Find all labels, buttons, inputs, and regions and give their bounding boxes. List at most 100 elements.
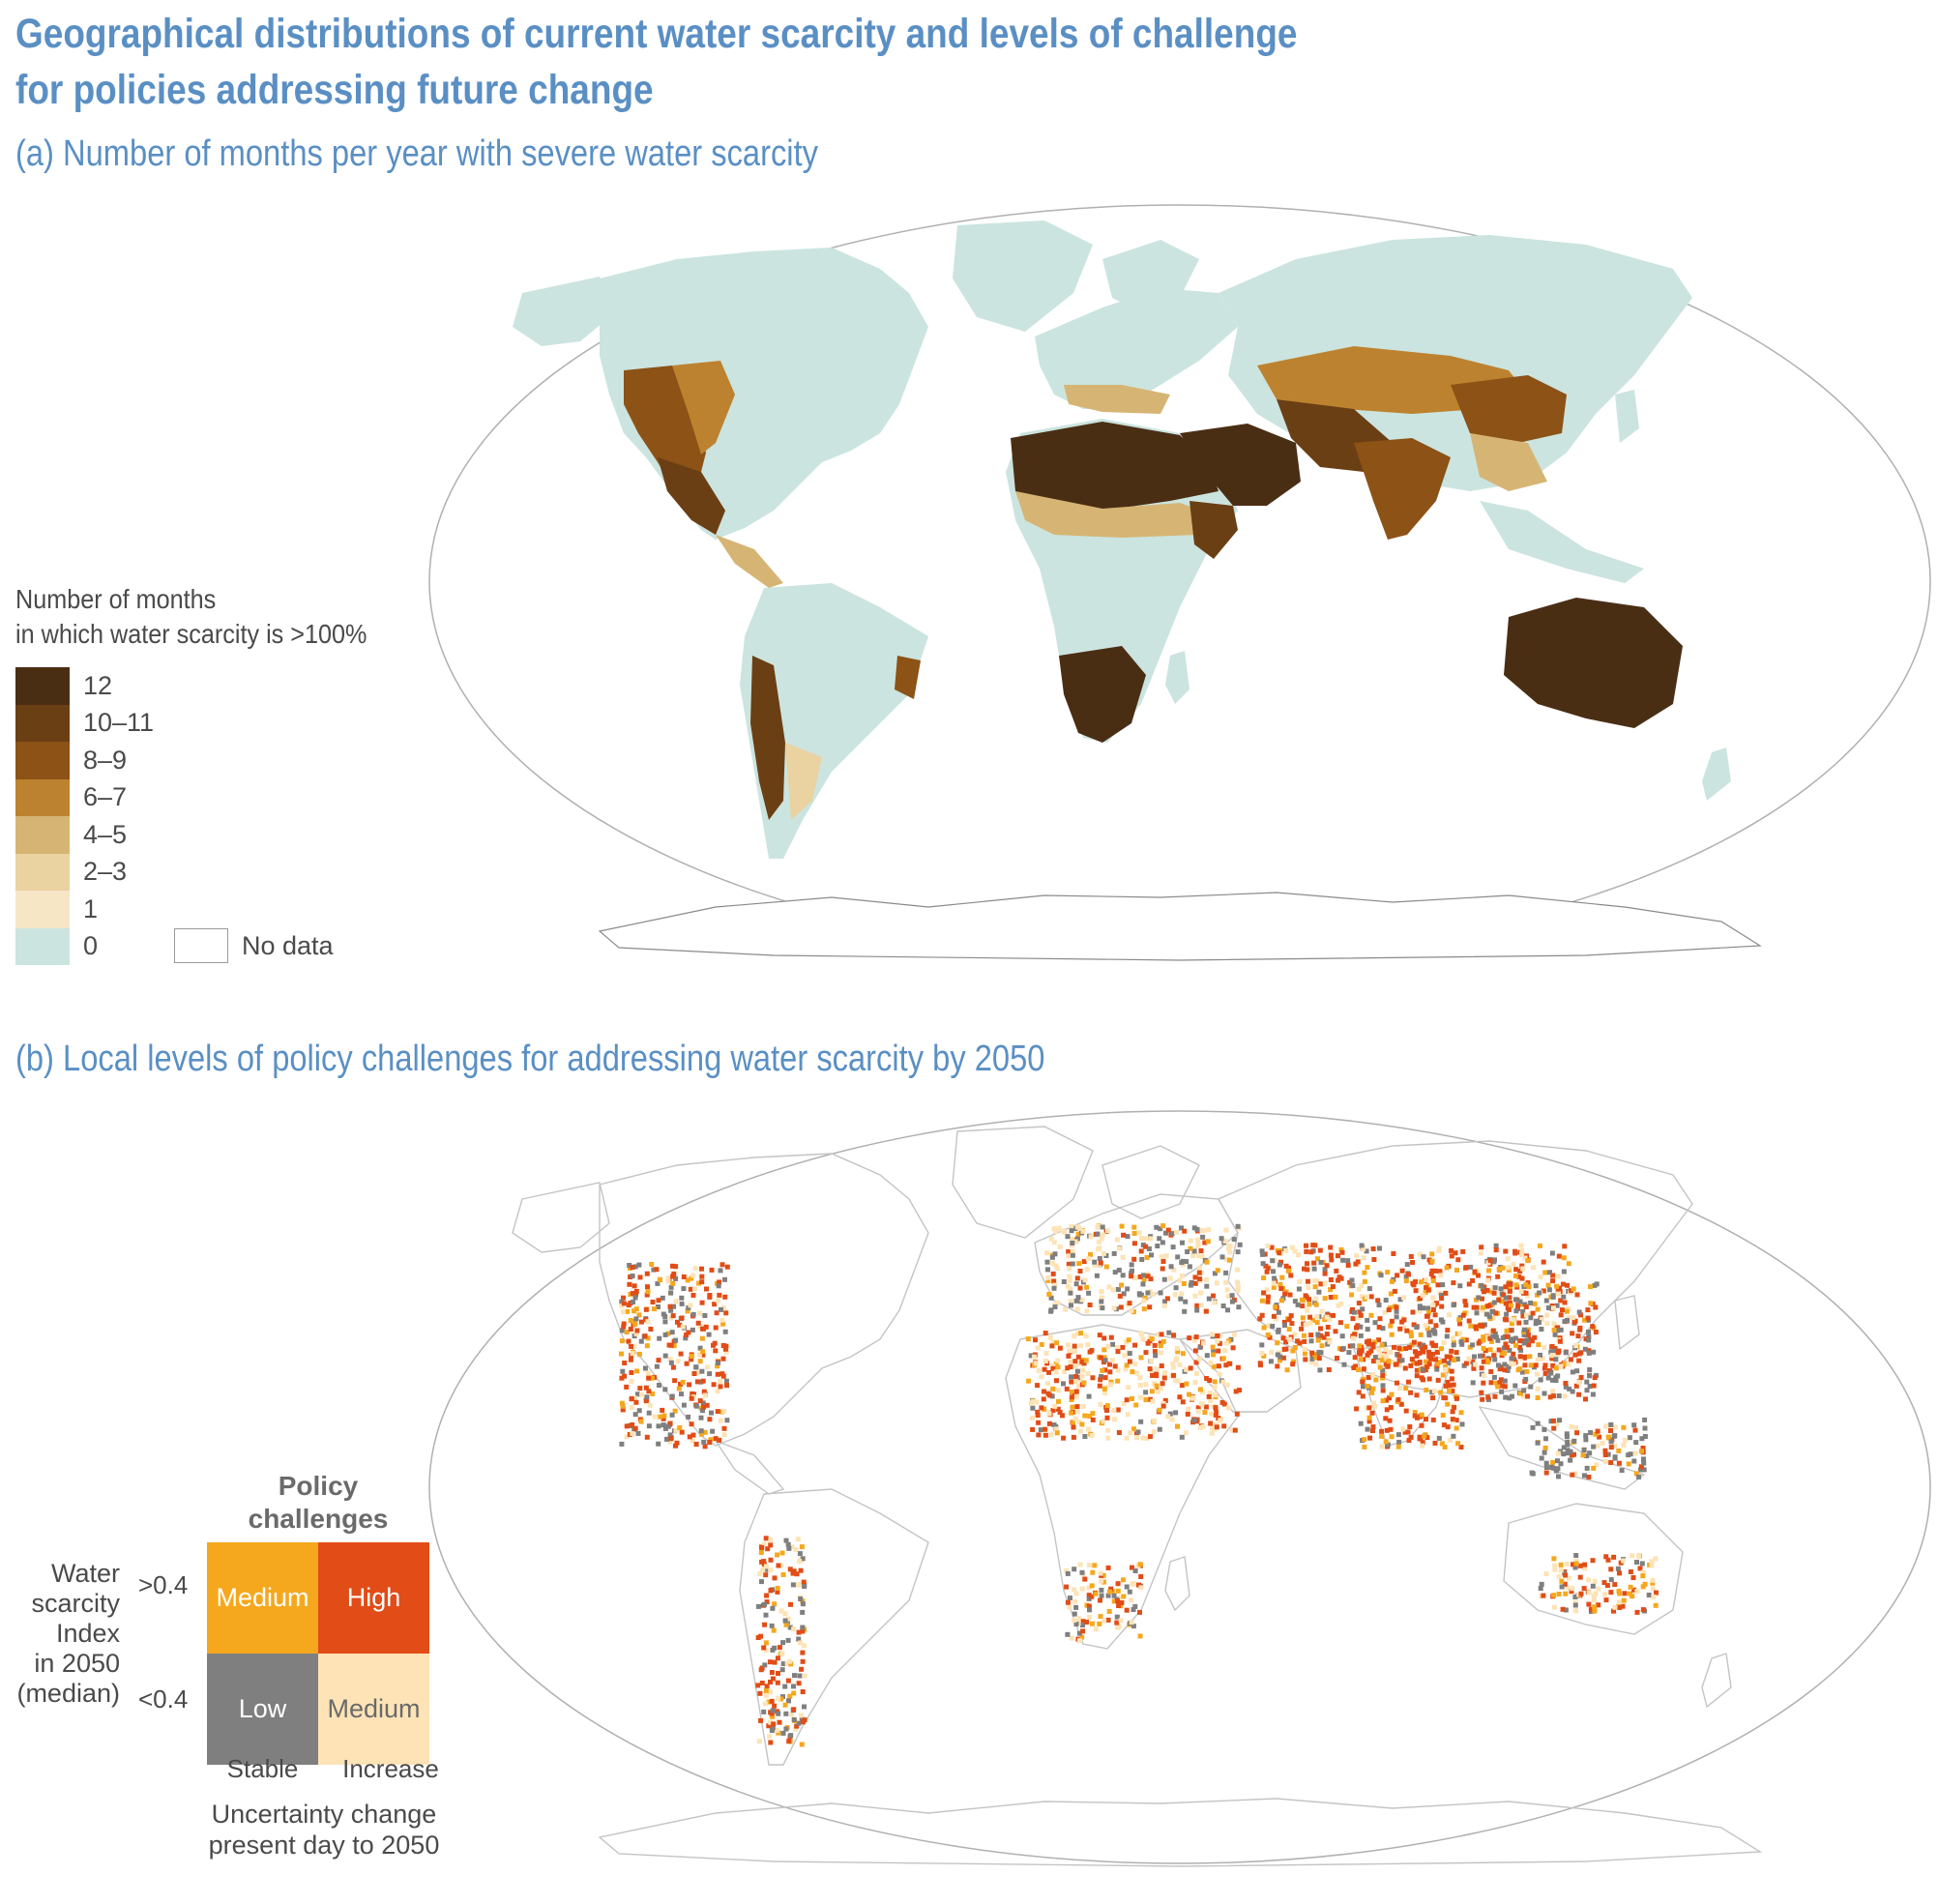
china-south [1470, 433, 1547, 491]
challenge-pixel [1077, 1285, 1083, 1291]
challenge-pixel [1054, 1378, 1059, 1384]
challenge-pixel [1110, 1341, 1116, 1347]
challenge-pixel [1099, 1587, 1104, 1593]
challenge-pixel [1143, 1382, 1149, 1388]
challenge-pixel [1397, 1386, 1403, 1391]
challenge-pixel [1090, 1411, 1096, 1417]
challenge-pixel [1187, 1335, 1192, 1341]
challenge-pixel [1511, 1262, 1516, 1267]
challenge-pixel [1392, 1288, 1397, 1294]
challenge-pixel [1583, 1396, 1588, 1402]
challenge-pixel [1508, 1303, 1513, 1308]
challenge-pixel [631, 1308, 637, 1314]
challenge-pixel [1340, 1257, 1346, 1263]
challenge-pixel [1105, 1565, 1111, 1570]
challenge-pixel [1050, 1365, 1056, 1371]
challenge-pixel [645, 1319, 651, 1325]
challenge-pixel [1101, 1572, 1106, 1578]
challenge-pixel [708, 1437, 714, 1443]
challenge-pixel [1214, 1280, 1219, 1286]
challenge-pixel [1414, 1361, 1420, 1366]
challenge-pixel [1479, 1282, 1484, 1288]
challenge-pixel [1213, 1412, 1219, 1418]
challenge-pixel [1219, 1399, 1225, 1405]
sahel [1015, 491, 1214, 538]
challenge-pixel [1065, 1234, 1071, 1240]
challenge-pixel [1573, 1561, 1579, 1567]
challenge-pixel [1119, 1600, 1125, 1605]
challenge-pixel [1487, 1258, 1493, 1264]
challenge-pixel [1524, 1293, 1530, 1299]
challenge-pixel [644, 1394, 650, 1400]
challenge-pixel [1121, 1291, 1127, 1297]
challenge-pixel [767, 1659, 773, 1665]
challenge-pixel [1087, 1414, 1093, 1419]
challenge-pixel [1184, 1381, 1189, 1387]
challenge-pixel [1079, 1586, 1085, 1592]
challenge-pixel [1169, 1231, 1175, 1237]
challenge-pixel [1046, 1411, 1052, 1417]
challenge-pixel [1303, 1357, 1308, 1362]
challenge-pixel [1523, 1290, 1529, 1296]
challenge-pixel [713, 1325, 719, 1331]
policy-challenges-map [428, 1110, 1931, 1867]
legend-a-label: 6–7 [83, 782, 128, 812]
challenge-pixel [771, 1721, 777, 1727]
challenge-pixel [1158, 1290, 1163, 1296]
challenge-pixel [1042, 1389, 1046, 1394]
challenge-pixel [756, 1739, 762, 1744]
challenge-pixel [1026, 1378, 1032, 1384]
challenge-pixel [661, 1413, 667, 1419]
challenge-pixel [1121, 1594, 1127, 1599]
challenge-pixel [1621, 1442, 1627, 1448]
challenge-pixel [1142, 1236, 1148, 1242]
challenge-pixel [1460, 1312, 1466, 1318]
challenge-pixel [627, 1432, 632, 1437]
challenge-pixel [1552, 1567, 1558, 1572]
challenge-pixel [1620, 1603, 1626, 1609]
challenge-pixel [1130, 1369, 1135, 1375]
challenge-pixel [1413, 1288, 1419, 1294]
challenge-pixel [1603, 1554, 1609, 1560]
challenge-pixel [1279, 1274, 1285, 1280]
challenge-pixel [1142, 1295, 1148, 1301]
challenge-pixel [1436, 1245, 1442, 1251]
challenge-pixel [1442, 1445, 1448, 1450]
challenge-pixel [1611, 1554, 1617, 1560]
challenge-pixel [1586, 1590, 1592, 1596]
challenge-pixel [1401, 1325, 1407, 1331]
challenge-pixel [631, 1343, 637, 1349]
challenge-pixel [672, 1378, 678, 1384]
challenge-pixel [1380, 1375, 1386, 1381]
challenge-pixel [718, 1268, 723, 1274]
challenge-pixel [1478, 1353, 1483, 1359]
challenge-pixel [1210, 1344, 1216, 1350]
challenge-pixel [1149, 1358, 1155, 1363]
challenge-pixel [1131, 1241, 1137, 1246]
challenge-pixel [1490, 1333, 1496, 1339]
challenge-pixel [1408, 1330, 1414, 1335]
challenge-pixel [1042, 1406, 1047, 1412]
challenge-pixel [707, 1417, 713, 1422]
challenge-pixel [1324, 1263, 1330, 1269]
challenge-pixel [1145, 1274, 1151, 1279]
challenge-pixel [1157, 1426, 1162, 1432]
challenge-pixel [1211, 1349, 1217, 1355]
challenge-pixel [667, 1421, 673, 1426]
challenge-pixel [1383, 1416, 1389, 1421]
challenge-pixel [1503, 1341, 1509, 1347]
challenge-pixel [1563, 1350, 1569, 1356]
challenge-pixel [1127, 1359, 1132, 1364]
challenge-pixel [1435, 1282, 1441, 1288]
challenge-pixel [1395, 1432, 1401, 1438]
challenge-pixel [1112, 1270, 1118, 1275]
challenge-pixel [1406, 1379, 1411, 1385]
challenge-pixel [1397, 1326, 1403, 1332]
challenge-pixel [775, 1586, 780, 1591]
challenge-pixel [1586, 1601, 1592, 1607]
challenge-pixel [1288, 1273, 1294, 1278]
challenge-pixel [1187, 1391, 1192, 1397]
legend-a-label: 12 [83, 670, 113, 700]
challenge-pixel [1420, 1440, 1425, 1446]
challenge-pixel [1375, 1360, 1381, 1364]
